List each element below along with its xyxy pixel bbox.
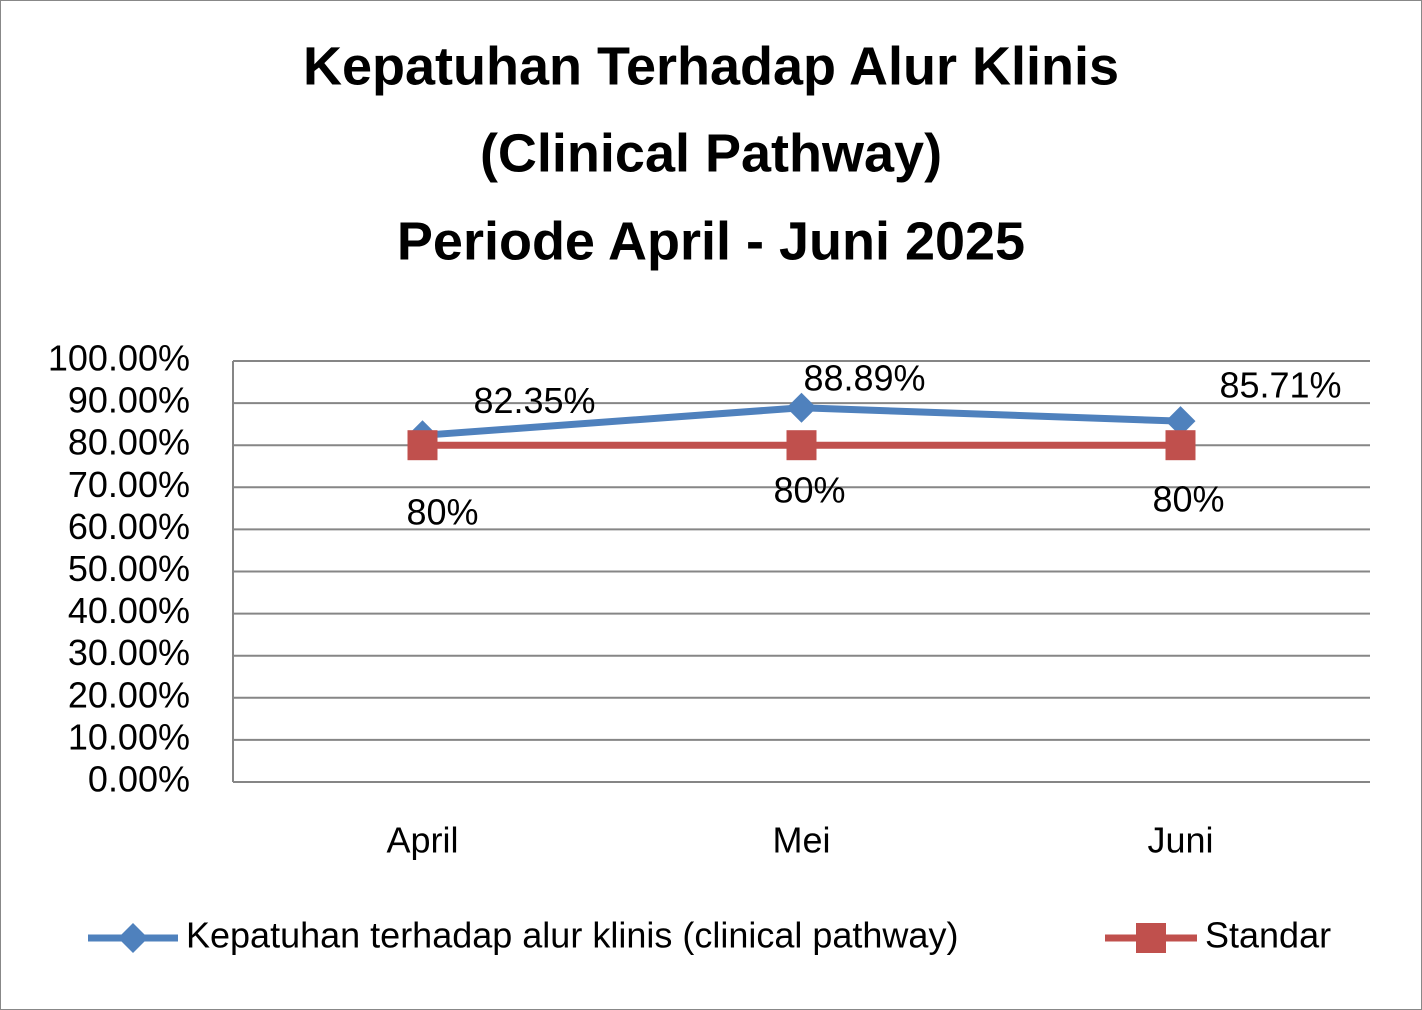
marker [786,430,817,461]
y-tick-label: 70.00% [68,464,190,505]
data-label: 80% [406,492,478,533]
y-tick-label: 100.00% [48,338,190,379]
legend-marker [1136,923,1166,953]
legend-label: Standar [1205,915,1331,956]
marker [786,392,817,423]
x-tick-label: Juni [1147,820,1213,861]
data-label: 88.89% [803,357,925,398]
y-tick-label: 10.00% [68,716,190,757]
data-label: 80% [1152,479,1224,520]
y-tick-label: 40.00% [68,590,190,631]
chart-title: Kepatuhan Terhadap Alur Klinis [303,36,1119,96]
legend-label: Kepatuhan terhadap alur klinis (clinical… [186,915,958,956]
x-tick-label: Mei [772,820,830,861]
x-tick-label: April [386,820,458,861]
y-tick-label: 80.00% [68,422,190,463]
marker [1165,430,1196,461]
data-label: 82.35% [473,380,595,421]
y-tick-label: 60.00% [68,506,190,547]
y-tick-label: 20.00% [68,674,190,715]
y-tick-label: 0.00% [88,759,190,800]
y-tick-label: 50.00% [68,548,190,589]
data-label: 80% [773,470,845,511]
data-label: 85.71% [1219,365,1341,406]
chart-title: Periode April - Juni 2025 [397,211,1025,271]
marker [1165,406,1196,437]
legend-marker [118,923,148,953]
y-tick-label: 90.00% [68,380,190,421]
y-tick-label: 30.00% [68,632,190,673]
chart-title: (Clinical Pathway) [480,123,942,183]
marker [407,430,438,461]
